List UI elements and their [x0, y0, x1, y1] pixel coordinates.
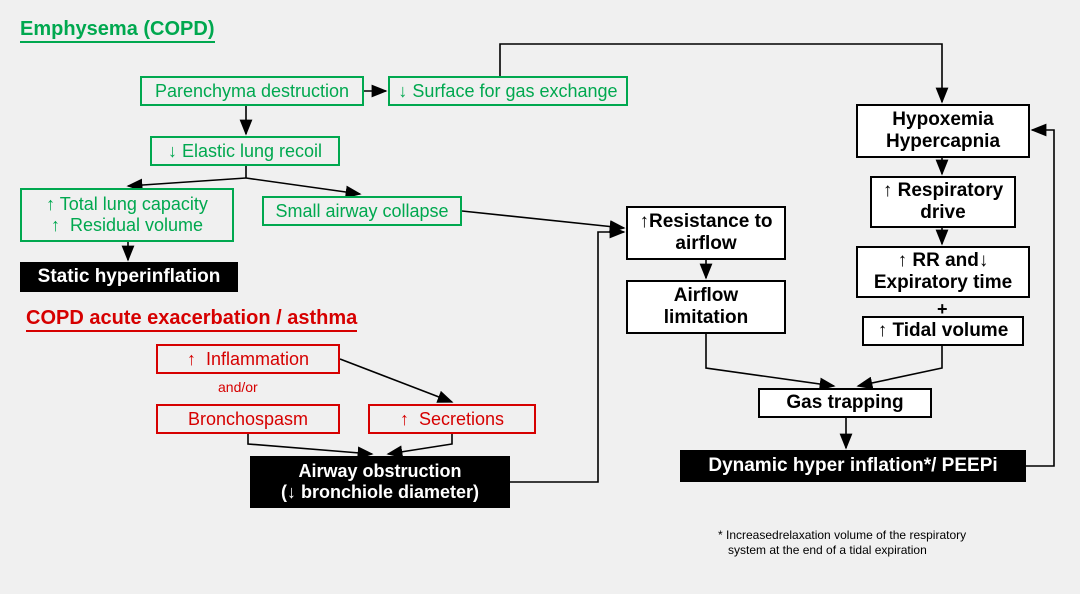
node-n10: Airway obstruction (↓ bronchiole diamete… — [250, 456, 510, 508]
node-n11: ↑Resistance to airflow — [626, 206, 786, 260]
node-n9: ↑ Secretions — [368, 404, 536, 434]
node-n4: ↑ Total lung capacity ↑ Residual volume — [20, 188, 234, 242]
edge-n12-n17 — [706, 334, 834, 386]
edge-n5-n11 — [462, 211, 624, 228]
edge-n7-n9 — [340, 359, 452, 402]
node-n3: ↓ Elastic lung recoil — [150, 136, 340, 166]
node-n13: Hypoxemia Hypercapnia — [856, 104, 1030, 158]
node-n14: ↑ Respiratory drive — [870, 176, 1016, 228]
edge-n10-n11 — [510, 232, 624, 482]
label-andor: and/or — [218, 379, 258, 395]
node-n6: Static hyperinflation — [20, 262, 238, 292]
edge-n18-n13 — [1026, 130, 1054, 466]
section-title-t2: COPD acute exacerbation / asthma — [26, 307, 357, 332]
node-n2: ↓ Surface for gas exchange — [388, 76, 628, 106]
footnote: * Increasedrelaxation volume of the resp… — [718, 528, 966, 558]
edge-n9-n10 — [388, 434, 452, 454]
node-n8: Bronchospasm — [156, 404, 340, 434]
node-n17: Gas trapping — [758, 388, 932, 418]
label-plus: + — [937, 299, 948, 320]
section-title-t1: Emphysema (COPD) — [20, 18, 215, 43]
edge-split34-n5 — [246, 178, 360, 194]
node-n16: ↑ Tidal volume — [862, 316, 1024, 346]
node-n15: ↑ RR and↓ Expiratory time — [856, 246, 1030, 298]
edge-n16-n17 — [858, 346, 942, 386]
edge-split34-n4 — [128, 178, 246, 186]
node-n18: Dynamic hyper inflation*/ PEEPi — [680, 450, 1026, 482]
node-n1: Parenchyma destruction — [140, 76, 364, 106]
node-n7: ↑ Inflammation — [156, 344, 340, 374]
edge-n8-n10 — [248, 434, 372, 454]
node-n5: Small airway collapse — [262, 196, 462, 226]
node-n12: Airflow limitation — [626, 280, 786, 334]
diagram-canvas: Emphysema (COPD) COPD acute exacerbation … — [0, 0, 1080, 594]
